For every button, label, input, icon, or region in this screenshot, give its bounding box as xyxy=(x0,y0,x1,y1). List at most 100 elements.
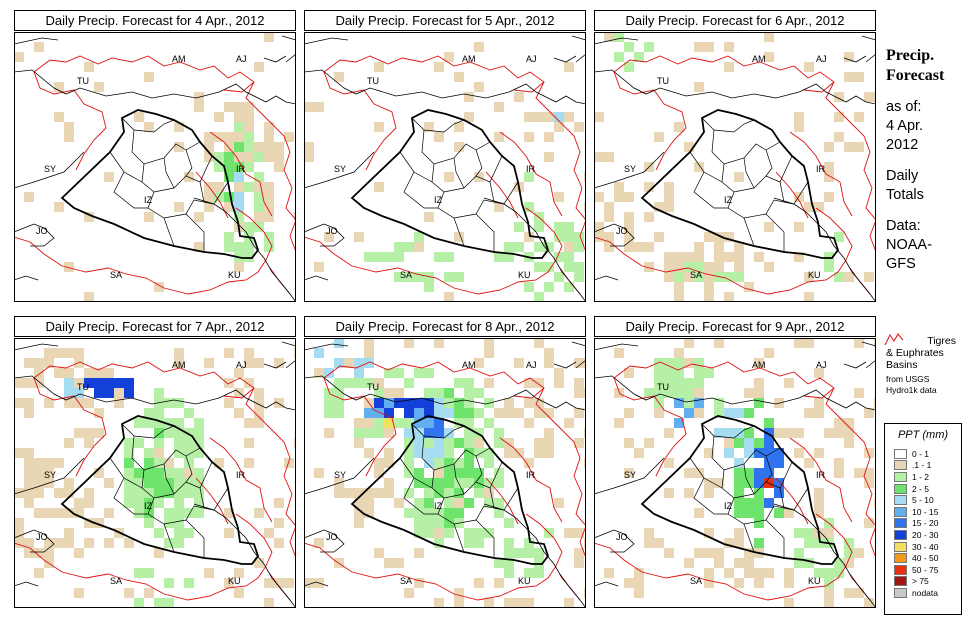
precip-cell xyxy=(834,272,844,282)
precip-cell xyxy=(364,378,374,388)
legend-label: > 75 xyxy=(912,576,929,587)
precip-cell xyxy=(484,488,494,498)
precip-cell xyxy=(454,488,464,498)
precip-cell xyxy=(404,408,414,418)
precip-cell xyxy=(724,538,734,548)
precip-cell xyxy=(454,458,464,468)
precip-cell xyxy=(214,192,224,202)
precip-cell xyxy=(554,112,564,122)
precip-cell xyxy=(234,368,244,378)
precip-cell xyxy=(234,102,244,112)
precip-cell xyxy=(534,438,544,448)
precip-cell xyxy=(734,558,744,568)
precip-cell xyxy=(514,92,524,102)
legend-swatch xyxy=(894,471,907,482)
precip-cell xyxy=(254,398,264,408)
precip-cell xyxy=(554,378,564,388)
precip-cell xyxy=(394,418,404,428)
precip-cell xyxy=(454,498,464,508)
precip-cell xyxy=(834,468,844,478)
precip-cell xyxy=(134,112,144,122)
precip-cell xyxy=(734,242,744,252)
precip-cell xyxy=(464,458,474,468)
precip-map: AM AJ TU SY IR IZ JO SA KU xyxy=(304,32,586,302)
precip-cell xyxy=(74,588,84,598)
precip-cell xyxy=(394,558,404,568)
precip-cell xyxy=(264,32,274,42)
precip-cell xyxy=(14,52,24,62)
precip-cell xyxy=(154,488,164,498)
precip-cell xyxy=(144,72,154,82)
precip-cell xyxy=(414,578,424,588)
precip-cell xyxy=(234,182,244,192)
precip-cell xyxy=(34,478,44,488)
iraq-border xyxy=(640,109,840,259)
precip-cell xyxy=(334,358,344,368)
precip-cell xyxy=(734,508,744,518)
precip-cell xyxy=(844,438,854,448)
precip-cell xyxy=(254,418,264,428)
precip-cell xyxy=(754,468,764,478)
precip-map: AM AJ TU SY IR IZ JO SA KU xyxy=(14,32,296,302)
country-label-ku: KU xyxy=(518,576,531,586)
precip-cell xyxy=(814,508,824,518)
precip-cell xyxy=(184,578,194,588)
precip-cell xyxy=(264,578,274,588)
precip-cell xyxy=(864,598,874,608)
precip-cell xyxy=(844,72,854,82)
precip-cell xyxy=(754,508,764,518)
precip-cell xyxy=(854,468,864,478)
precip-cell xyxy=(254,192,264,202)
precip-cell xyxy=(414,368,424,378)
precip-cell xyxy=(384,408,394,418)
precip-cell xyxy=(764,262,774,272)
precip-cell xyxy=(664,488,674,498)
legend-item: 50 - 75 xyxy=(894,564,938,576)
precip-cell xyxy=(794,192,804,202)
iraq-border xyxy=(350,415,550,565)
precip-cell xyxy=(174,142,184,152)
sidebar-title-line2: Forecast xyxy=(886,67,945,84)
precip-cell xyxy=(454,478,464,488)
country-label-iz: IZ xyxy=(724,501,733,511)
country-label-aj: AJ xyxy=(816,54,827,64)
legend-label: 15 - 20 xyxy=(912,518,939,529)
precip-map: AM AJ TU SY IR IZ JO SA KU xyxy=(14,338,296,608)
precip-cell xyxy=(494,428,504,438)
precip-cell xyxy=(854,142,864,152)
precip-cells xyxy=(594,32,876,302)
precip-cell xyxy=(134,418,144,428)
precip-cell xyxy=(384,398,394,408)
precip-cell xyxy=(404,272,414,282)
precip-cell xyxy=(654,132,664,142)
precip-cell xyxy=(64,538,74,548)
asof-date-line2: 2012 xyxy=(886,137,919,153)
forecast-panel-3: Daily Precip. Forecast for 6 Apr., 2012 … xyxy=(594,10,876,302)
precip-cell xyxy=(594,232,604,242)
precip-cell xyxy=(164,428,174,438)
precip-cell xyxy=(244,162,254,172)
precip-cell xyxy=(364,498,374,508)
precip-cell xyxy=(194,478,204,488)
precip-cell xyxy=(754,498,764,508)
precip-cell xyxy=(24,192,34,202)
precip-cell xyxy=(704,42,714,52)
precip-cell xyxy=(374,488,384,498)
precip-cell xyxy=(414,438,424,448)
precip-cell xyxy=(364,358,374,368)
precip-cell xyxy=(394,252,404,262)
precip-cell xyxy=(414,548,424,558)
precip-cell xyxy=(404,588,414,598)
legend-label: 0 - 1 xyxy=(912,448,930,459)
precip-cell xyxy=(24,458,34,468)
precip-cell xyxy=(744,508,754,518)
precip-cell xyxy=(144,518,154,528)
precip-cell xyxy=(414,518,424,528)
precip-cells xyxy=(14,32,296,302)
precip-cell xyxy=(534,408,544,418)
precip-cell xyxy=(124,498,134,508)
country-label-ir: IR xyxy=(816,470,826,480)
precip-cell xyxy=(474,82,484,92)
precip-cell xyxy=(164,418,174,428)
precip-cell xyxy=(674,418,684,428)
